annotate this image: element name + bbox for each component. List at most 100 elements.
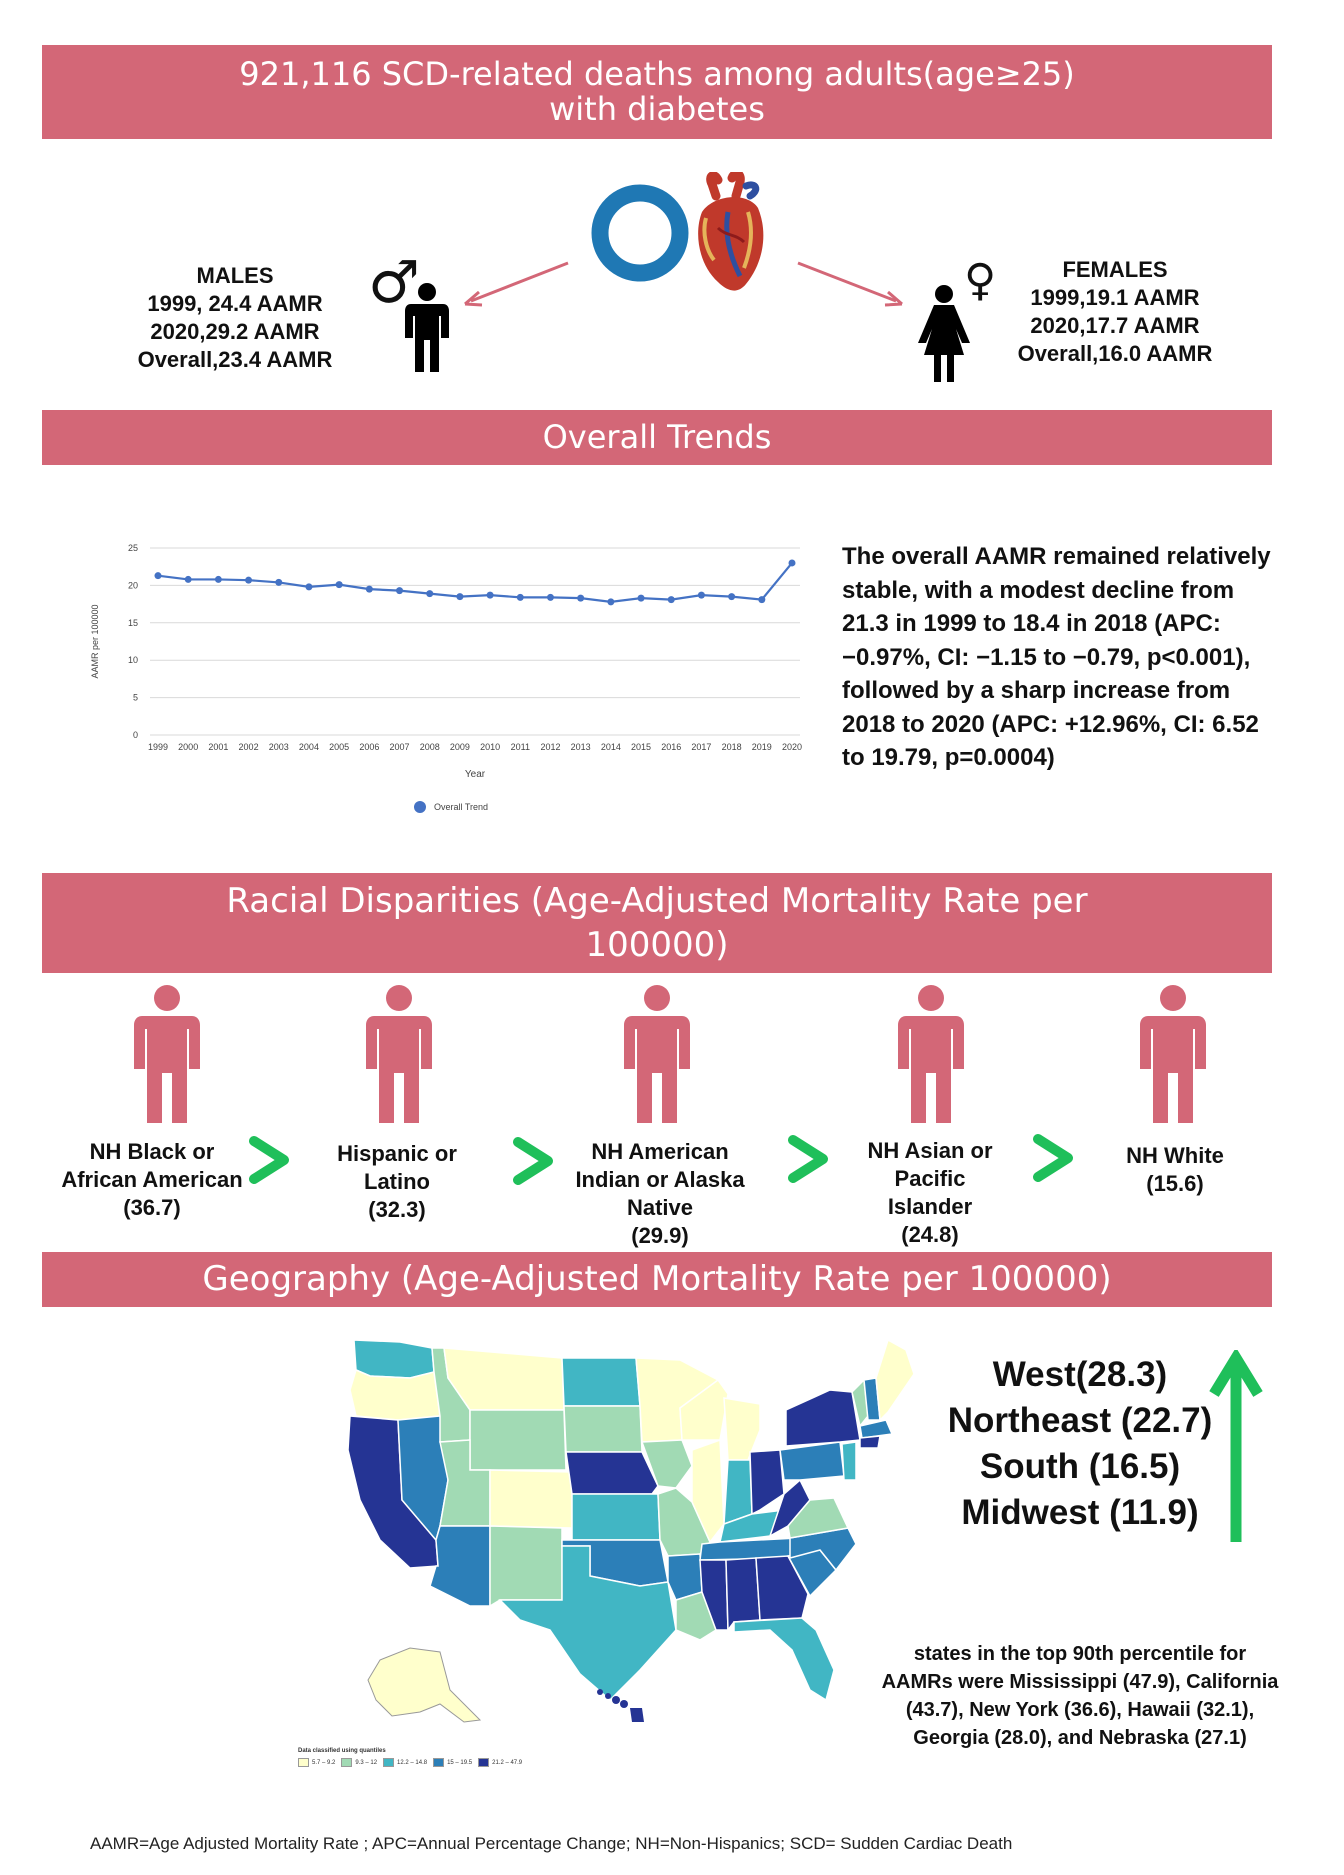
map-state-wyoming bbox=[469, 1409, 567, 1471]
map-legend: Data classified using quantiles 5.7 – 9.… bbox=[298, 1748, 522, 1767]
map-state-south-dakota bbox=[563, 1405, 643, 1453]
chart-data-point bbox=[335, 581, 343, 589]
chart-data-point bbox=[245, 576, 253, 584]
map-legend-item: 9.3 – 12 bbox=[341, 1758, 377, 1767]
chart-x-tick-label: 2000 bbox=[178, 742, 198, 752]
chart-x-tick-label: 2003 bbox=[269, 742, 289, 752]
map-state-maine bbox=[875, 1338, 915, 1422]
chart-x-tick-label: 2015 bbox=[631, 742, 651, 752]
map-state-florida bbox=[733, 1617, 835, 1702]
map-state-hawaii bbox=[597, 1689, 644, 1722]
map-state-nebraska bbox=[565, 1451, 659, 1495]
map-state-new-mexico bbox=[489, 1525, 563, 1608]
map-state-michigan bbox=[723, 1397, 761, 1461]
males-stat-2020: 2020,29.2 AAMR bbox=[150, 319, 320, 344]
race-label-white: NH White (15.6) bbox=[1100, 1142, 1250, 1198]
map-legend-swatch bbox=[341, 1758, 353, 1767]
chart-x-tick-label: 2005 bbox=[329, 742, 349, 752]
arrow-to-females-icon bbox=[797, 261, 903, 307]
chart-x-tick-label: 2010 bbox=[480, 742, 500, 752]
race-ai-line-2: Indian or Alaska bbox=[575, 1167, 745, 1192]
females-stat-2020: 2020,17.7 AAMR bbox=[1030, 313, 1200, 338]
racial-disparities-banner: Racial Disparities (Age-Adjusted Mortali… bbox=[42, 873, 1272, 973]
race-black-line-2: African American bbox=[61, 1167, 243, 1192]
overall-trends-banner: Overall Trends bbox=[42, 410, 1272, 465]
chart-x-tick-label: 2011 bbox=[511, 742, 530, 752]
region-midwest: Midwest (11.9) bbox=[961, 1493, 1199, 1532]
chart-y-tick-label: 5 bbox=[133, 693, 138, 703]
chart-data-point bbox=[305, 583, 313, 591]
map-state-alaska bbox=[367, 1647, 482, 1723]
geography-banner: Geography (Age-Adjusted Mortality Rate p… bbox=[42, 1252, 1272, 1307]
states-note: states in the top 90th percentile for AA… bbox=[860, 1640, 1300, 1752]
map-state-illinois bbox=[691, 1438, 725, 1544]
chart-data-point bbox=[577, 594, 585, 602]
chart-x-tick-label: 2002 bbox=[239, 742, 259, 752]
race-hispanic-value: (32.3) bbox=[368, 1197, 426, 1222]
map-legend-label: 5.7 – 9.2 bbox=[312, 1759, 336, 1766]
chart-data-point bbox=[184, 575, 192, 583]
females-title: FEMALES bbox=[1062, 257, 1168, 282]
region-south: South (16.5) bbox=[979, 1447, 1181, 1486]
race-asian-line-1: NH Asian or bbox=[867, 1138, 993, 1163]
greater-than-icon-1 bbox=[249, 1136, 289, 1184]
chart-y-tick-label: 20 bbox=[128, 580, 138, 590]
diabetes-circle-icon bbox=[591, 184, 689, 282]
map-state-pennsylvania bbox=[779, 1441, 845, 1481]
map-state-mississippi bbox=[699, 1559, 729, 1631]
region-ranking: West(28.3) Northeast (22.7) South (16.5)… bbox=[930, 1352, 1230, 1536]
chart-x-tick-label: 2017 bbox=[691, 742, 711, 752]
chart-data-point bbox=[214, 575, 222, 583]
person-icon-black bbox=[134, 985, 200, 1123]
chart-x-tick-label: 2019 bbox=[752, 742, 772, 752]
map-state-alabama bbox=[725, 1557, 761, 1633]
overall-trend-chart: 0 5 10 15 20 25 1999 2000 2001 2002 2003 2004 2005 20… bbox=[90, 543, 802, 813]
female-symbol-icon: ♀ bbox=[964, 255, 997, 306]
greater-than-icon-3 bbox=[788, 1135, 828, 1183]
map-legend-item: 5.7 – 9.2 bbox=[298, 1758, 335, 1767]
title-line-2: with diabetes bbox=[549, 90, 765, 128]
chart-x-tick-label: 2018 bbox=[722, 742, 742, 752]
map-legend-swatch bbox=[298, 1758, 309, 1767]
chart-x-axis-label: Year bbox=[465, 769, 486, 780]
map-state-massachusetts bbox=[859, 1419, 894, 1439]
greater-than-icon-2 bbox=[513, 1137, 553, 1185]
chart-x-tick-label: 2014 bbox=[601, 742, 621, 752]
racial-title-line-2: 100000) bbox=[585, 925, 729, 965]
trend-description: The overall AAMR remained relatively sta… bbox=[842, 543, 1271, 771]
chart-data-point bbox=[788, 559, 796, 567]
racial-title-line-1: Racial Disparities (Age-Adjusted Mortali… bbox=[226, 881, 1088, 921]
region-west: West(28.3) bbox=[992, 1355, 1168, 1394]
us-choropleth-map bbox=[347, 1338, 915, 1723]
map-state-colorado bbox=[489, 1469, 573, 1529]
chart-x-tick-label: 2001 bbox=[208, 742, 228, 752]
title-banner: 921,116 SCD-related deaths among adults(… bbox=[42, 45, 1272, 139]
map-legend-swatch bbox=[383, 1758, 395, 1767]
chart-y-tick-label: 25 bbox=[128, 543, 138, 553]
map-legend-label: 12.2 – 14.8 bbox=[397, 1759, 428, 1766]
male-symbol-icon: ♂ bbox=[368, 248, 420, 316]
race-label-hispanic: Hispanic or Latino (32.3) bbox=[317, 1140, 477, 1224]
race-black-value: (36.7) bbox=[123, 1195, 181, 1220]
map-state-connecticut bbox=[859, 1435, 881, 1449]
map-state-iowa bbox=[640, 1439, 693, 1489]
chart-data-point bbox=[546, 593, 554, 601]
map-state-washington bbox=[353, 1339, 435, 1379]
chart-x-tick-label: 2004 bbox=[299, 742, 319, 752]
chart-data-point bbox=[637, 594, 645, 602]
race-hispanic-line-2: Latino bbox=[364, 1169, 430, 1194]
race-black-line-1: NH Black or bbox=[89, 1139, 215, 1164]
race-hispanic-line-1: Hispanic or bbox=[337, 1141, 457, 1166]
title-line-1: 921,116 SCD-related deaths among adults(… bbox=[239, 55, 1075, 93]
males-stats: MALES 1999, 24.4 AAMR 2020,29.2 AAMR Ove… bbox=[120, 262, 350, 374]
map-legend-items: 5.7 – 9.2 9.3 – 12 12.2 – 14.8 15 – 19.5 21.… bbox=[298, 1758, 522, 1767]
females-stat-1999: 1999,19.1 AAMR bbox=[1030, 285, 1200, 310]
chart-x-tick-label: 2012 bbox=[540, 742, 560, 752]
race-label-american-indian: NH American Indian or Alaska Native (29.… bbox=[565, 1138, 755, 1250]
person-icon-asian bbox=[898, 985, 964, 1123]
chart-data-point bbox=[275, 578, 283, 586]
chart-data-point bbox=[486, 591, 494, 599]
map-state-new-york bbox=[785, 1389, 861, 1447]
chart-x-tick-label: 1999 bbox=[148, 742, 168, 752]
chart-y-axis-label: AAMR per 100000 bbox=[90, 604, 100, 678]
